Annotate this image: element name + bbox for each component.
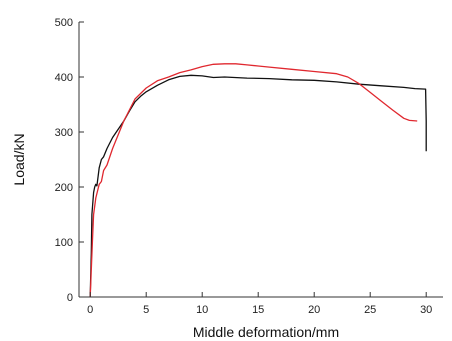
series-layer [89, 63, 427, 298]
x-tick-label: 25 [364, 304, 376, 316]
x-tick-label: 0 [87, 304, 93, 316]
x-tick-label: 5 [143, 304, 149, 316]
y-tick-label: 500 [55, 17, 73, 29]
x-tick-label: 30 [420, 304, 432, 316]
y-axis-title: Load/kN [11, 133, 27, 185]
x-axis-title: Middle deformation/mm [193, 324, 339, 340]
y-tick-label: 200 [55, 182, 73, 194]
plot-area [89, 63, 427, 298]
x-tick-label: 20 [308, 304, 320, 316]
x-tick-label: 10 [196, 304, 208, 316]
y-tick-label: 300 [55, 127, 73, 139]
x-axis-ticks: 0 5 10 15 20 25 30 [87, 292, 432, 316]
y-tick-label: 100 [55, 237, 73, 249]
x-tick-label: 15 [252, 304, 264, 316]
y-axis-ticks: 0 100 200 300 400 500 [55, 17, 84, 304]
y-tick-label: 400 [55, 72, 73, 84]
y-tick-label: 0 [67, 292, 73, 304]
series-line-2 [89, 63, 418, 298]
